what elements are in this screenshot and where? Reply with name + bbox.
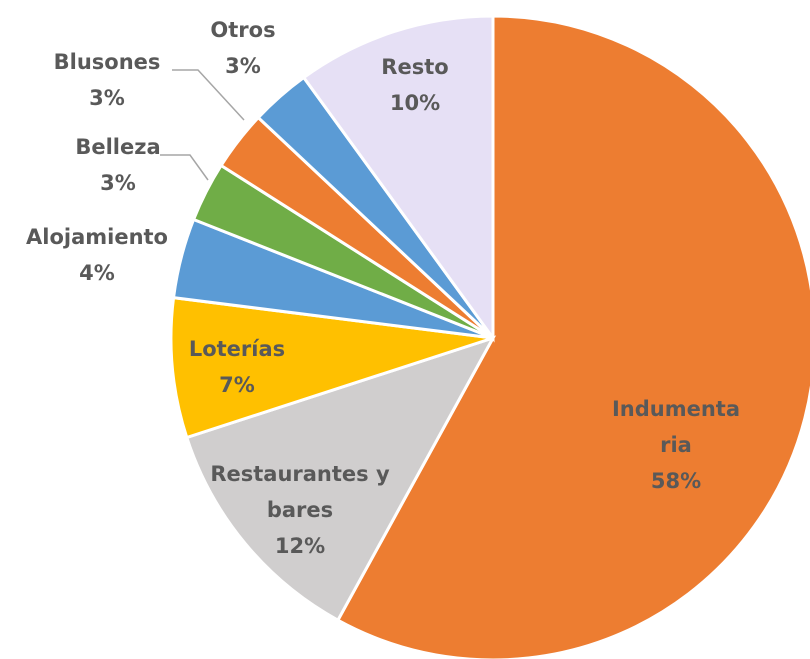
slice-label: Loterías 7% — [162, 331, 312, 403]
slice-label: Otros 3% — [168, 12, 318, 84]
category-label: Indumentaria — [611, 397, 741, 457]
category-label: Restaurantes y bares — [210, 462, 390, 522]
value-label: 58% — [650, 469, 702, 493]
category-label: Belleza — [75, 135, 161, 159]
category-label: Loterías — [188, 337, 286, 361]
category-label: Resto — [381, 55, 449, 79]
pie-slice — [169, 295, 494, 440]
category-label: Otros — [210, 18, 276, 42]
value-label: 10% — [389, 91, 441, 115]
value-label: 3% — [100, 171, 136, 195]
value-label: 3% — [89, 86, 125, 110]
pie-slice — [184, 335, 497, 623]
slice-label: Alojamiento 4% — [2, 219, 192, 291]
slice-label: Restaurantes y bares 12% — [205, 456, 395, 564]
slice-label: Indumentaria 58% — [609, 391, 744, 499]
category-label: Alojamiento — [26, 225, 168, 249]
slice-label: Belleza 3% — [43, 129, 193, 201]
pie-slice — [301, 14, 495, 343]
category-label: Blusones — [53, 50, 161, 74]
leader-line — [172, 69, 245, 121]
slice-label: Blusones 3% — [32, 44, 182, 116]
value-label: 4% — [79, 261, 115, 285]
leader-line — [160, 154, 209, 181]
value-label: 3% — [225, 54, 261, 78]
pie-slice — [335, 14, 810, 659]
value-label: 12% — [274, 534, 326, 558]
slice-label: Resto 10% — [340, 49, 490, 121]
value-label: 7% — [219, 373, 255, 397]
